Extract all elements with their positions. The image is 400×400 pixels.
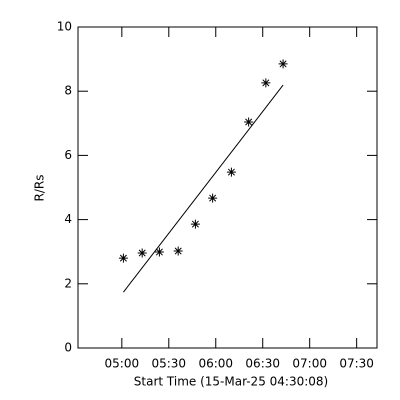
fit-line: [123, 84, 284, 293]
y-tick-label: 8: [64, 84, 72, 98]
asterisk-marker: [278, 59, 288, 69]
x-tick-label: 06:00: [198, 357, 233, 371]
y-tick-label: 2: [64, 276, 72, 290]
x-tick-label: 07:00: [292, 357, 327, 371]
x-axis-label: Start Time (15-Mar-25 04:30:08): [134, 375, 328, 389]
asterisk-marker: [118, 253, 128, 263]
y-tick-label: 6: [64, 148, 72, 162]
asterisk-marker: [137, 248, 147, 258]
x-tick-label: 07:30: [339, 357, 374, 371]
y-tick-label: 10: [57, 20, 72, 34]
y-tick-label: 0: [64, 341, 72, 355]
asterisk-marker: [190, 219, 200, 229]
plot-frame: [77, 26, 378, 349]
asterisk-marker: [261, 78, 271, 88]
x-tick-label: 05:30: [151, 357, 186, 371]
y-tick-label: 4: [64, 212, 72, 226]
y-axis-label: R/Rs: [33, 175, 47, 202]
asterisk-marker: [226, 167, 236, 177]
asterisk-marker: [154, 247, 164, 257]
asterisk-marker: [173, 246, 183, 256]
x-tick-label: 05:00: [105, 357, 140, 371]
asterisk-marker: [208, 193, 218, 203]
x-tick-label: 06:30: [245, 357, 280, 371]
asterisk-marker: [244, 117, 254, 127]
